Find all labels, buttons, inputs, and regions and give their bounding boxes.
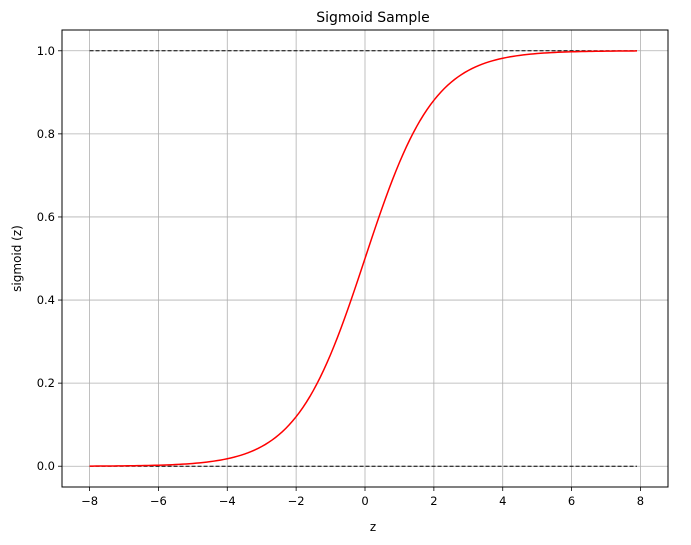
x-axis-label: z (370, 520, 376, 534)
y-tick-label: 0.8 (37, 127, 55, 141)
x-tick-label: 2 (430, 494, 437, 508)
y-tick-label: 0.4 (37, 293, 55, 307)
y-axis-label: sigmoid (z) (10, 225, 24, 292)
x-tick-label: 6 (568, 494, 575, 508)
x-tick-label: −2 (288, 494, 305, 508)
chart-title: Sigmoid Sample (316, 10, 430, 26)
y-tick-label: 0.2 (37, 376, 55, 390)
sigmoid-curve (89, 50, 638, 467)
x-tick-label: −6 (150, 494, 167, 508)
x-tick-label: −8 (81, 494, 98, 508)
y-tick-label: 0.6 (37, 210, 55, 224)
x-tick-label: 8 (637, 494, 644, 508)
y-tick-label: 1.0 (37, 44, 55, 58)
y-ticks: 0.0 0.2 0.4 0.6 0.8 1.0 (37, 44, 62, 473)
x-tick-label: 4 (499, 494, 506, 508)
x-ticks: −8 −6 −4 −2 0 2 4 6 8 (81, 487, 644, 508)
reference-lines (89, 50, 638, 467)
x-tick-label: −4 (219, 494, 236, 508)
y-tick-label: 0.0 (37, 459, 55, 473)
x-tick-label: 0 (361, 494, 368, 508)
series (89, 50, 638, 467)
